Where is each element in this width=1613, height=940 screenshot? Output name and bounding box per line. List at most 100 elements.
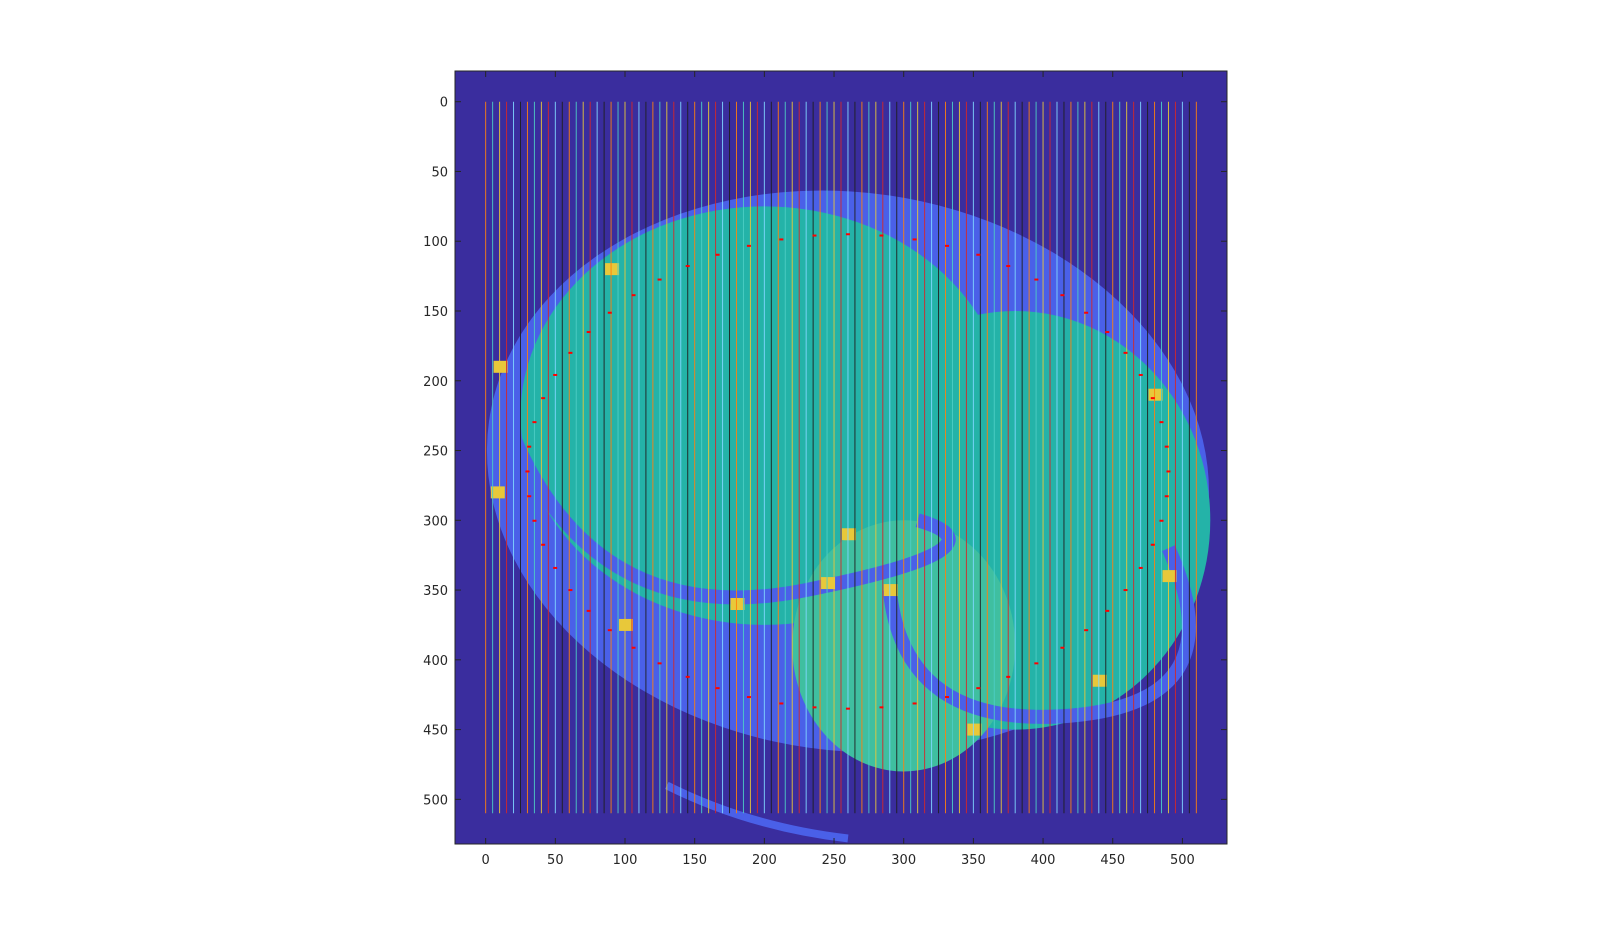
overlay-mark [541, 397, 546, 400]
overlay-mark [1105, 609, 1110, 612]
y-tick-label: 400 [423, 654, 448, 669]
highlight-spot [883, 584, 898, 597]
highlight-spot [1092, 674, 1107, 687]
overlay-mark [779, 702, 784, 705]
overlay-mark [1034, 662, 1039, 665]
x-tick-label: 400 [1031, 853, 1056, 868]
highlight-spot [841, 528, 856, 541]
overlay-mark [1164, 495, 1169, 498]
tail-strip [665, 781, 849, 843]
overlay-mark [1138, 566, 1143, 569]
x-tick-label: 50 [547, 853, 564, 868]
overlay-mark [685, 265, 690, 268]
overlay-mark [553, 566, 558, 569]
highlight-spot [605, 263, 620, 276]
y-tick-label: 200 [423, 375, 448, 390]
overlay-mark [1138, 373, 1143, 376]
y-tick-label: 450 [423, 724, 448, 739]
overlay-mark [532, 421, 537, 424]
overlay-mark [1123, 351, 1128, 354]
overlay-mark [945, 244, 950, 247]
x-tick-label: 450 [1100, 853, 1125, 868]
y-tick-label: 50 [431, 165, 448, 180]
x-tick-label: 100 [613, 853, 638, 868]
highlight-spot [493, 360, 508, 373]
overlay-mark [1159, 421, 1164, 424]
overlay-mark [812, 706, 817, 709]
overlay-mark [631, 294, 636, 297]
overlay-mark [525, 470, 530, 473]
overlay-mark [1060, 646, 1065, 649]
overlay-mark [715, 253, 720, 256]
overlay-mark [1166, 470, 1171, 473]
x-tick-label: 0 [482, 853, 490, 868]
overlay-mark [1084, 311, 1089, 314]
highlight-spot [967, 723, 982, 736]
overlay-mark [1123, 589, 1128, 592]
overlay-mark [879, 706, 884, 709]
overlay-mark [1060, 294, 1065, 297]
overlay-mark [527, 445, 532, 448]
overlay-mark [1006, 265, 1011, 268]
x-axis-ticks: 0 50 100 150 200 250 300 350 400 450 500 [482, 71, 1195, 868]
x-tick-label: 150 [682, 853, 707, 868]
overlay-mark [715, 687, 720, 690]
overlay-mark [779, 238, 784, 241]
overlay-marks-layer [525, 233, 1171, 710]
highlight-spot [1148, 388, 1163, 401]
y-tick-label: 350 [423, 584, 448, 599]
highlight-spot [619, 618, 634, 631]
y-tick-label: 150 [423, 305, 448, 320]
overlay-mark [812, 234, 817, 237]
y-tick-label: 100 [423, 235, 448, 250]
overlay-mark [1034, 278, 1039, 281]
overlay-mark [976, 687, 981, 690]
overlay-mark [945, 696, 950, 699]
overlay-mark [912, 238, 917, 241]
overlay-mark [586, 609, 591, 612]
overlay-mark [1164, 445, 1169, 448]
x-tick-label: 250 [822, 853, 847, 868]
overlay-mark [1159, 519, 1164, 522]
overlay-mark [976, 253, 981, 256]
overlay-mark [607, 629, 612, 632]
x-tick-label: 200 [752, 853, 777, 868]
overlay-mark [527, 495, 532, 498]
overlay-mark [568, 351, 573, 354]
highlight-spot [1162, 570, 1177, 583]
overlay-mark [1006, 675, 1011, 678]
overlay-mark [631, 646, 636, 649]
x-tick-label: 350 [961, 853, 986, 868]
highlight-spot [730, 598, 745, 611]
overlay-mark [586, 331, 591, 334]
x-tick-label: 500 [1170, 853, 1195, 868]
y-axis-ticks: 0 50 100 150 200 250 300 350 400 450 500 [423, 96, 1227, 808]
overlay-mark [1150, 397, 1155, 400]
overlay-mark [541, 543, 546, 546]
overlay-mark [1084, 629, 1089, 632]
y-tick-label: 0 [440, 96, 448, 111]
overlay-mark [532, 519, 537, 522]
overlay-mark [746, 696, 751, 699]
overlay-mark [607, 311, 612, 314]
x-tick-label: 300 [891, 853, 916, 868]
overlay-mark [1150, 543, 1155, 546]
y-tick-label: 300 [423, 514, 448, 529]
overlay-mark [879, 234, 884, 237]
overlay-mark [553, 373, 558, 376]
highlight-spot [821, 577, 836, 590]
overlay-mark [1105, 331, 1110, 334]
overlay-mark [845, 707, 850, 710]
overlay-mark [657, 662, 662, 665]
overlay-mark [568, 589, 573, 592]
highlight-spot [490, 486, 505, 499]
overlay-mark [746, 244, 751, 247]
y-tick-label: 500 [423, 793, 448, 808]
axes-frame [454, 70, 1228, 845]
vertical-lines-layer [485, 101, 1197, 814]
overlay-mark [657, 278, 662, 281]
overlay-mark [685, 675, 690, 678]
overlay-mark [845, 233, 850, 236]
